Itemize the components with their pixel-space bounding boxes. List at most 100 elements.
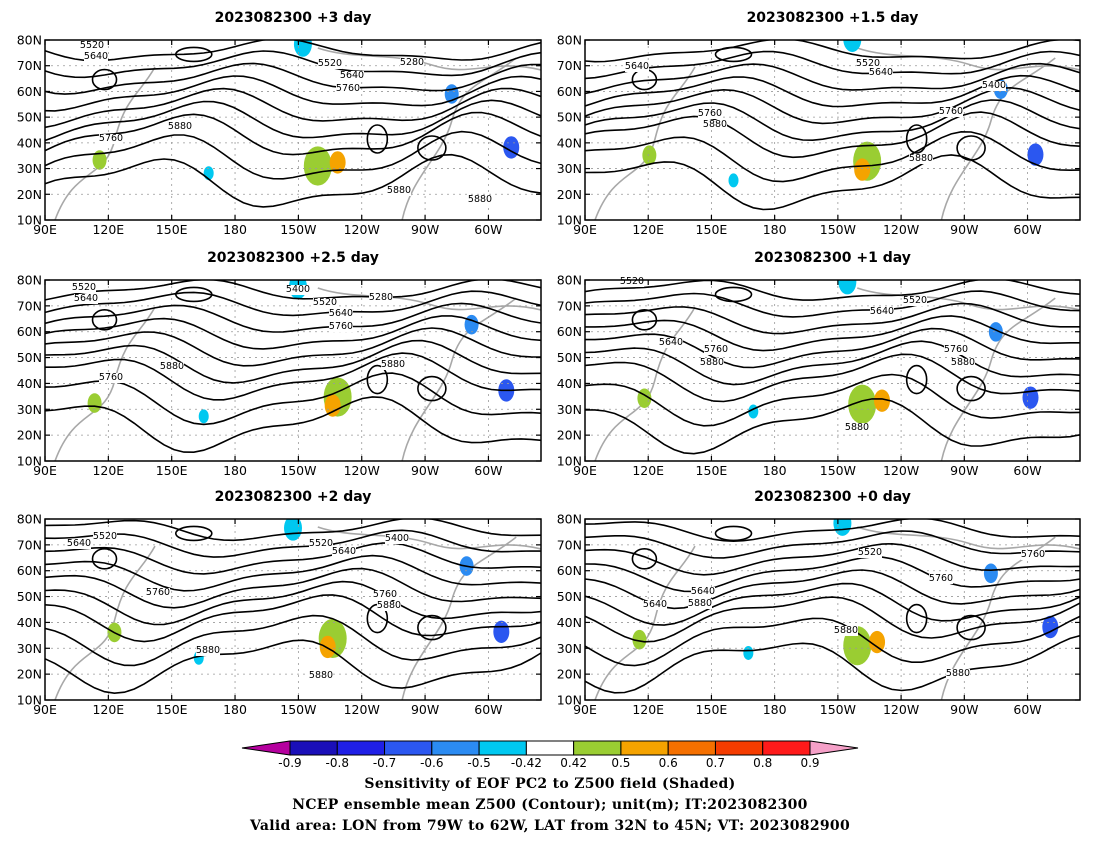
colorbar-box bbox=[762, 740, 811, 756]
sensitivity-shading bbox=[833, 519, 852, 536]
sensitivity-shading bbox=[632, 629, 647, 650]
contour-label-bg bbox=[196, 646, 220, 656]
contour-label: 5760 bbox=[99, 372, 123, 383]
contour-label: 5400 bbox=[982, 80, 1006, 91]
lat-label: 40N bbox=[17, 135, 42, 150]
sensitivity-shading bbox=[869, 630, 886, 654]
closed-contour bbox=[175, 525, 213, 542]
lon-label: 60W bbox=[474, 702, 502, 717]
contour-label-bg bbox=[982, 81, 1006, 91]
contour-label: 5640 bbox=[340, 70, 364, 81]
lon-label: 90E bbox=[33, 702, 57, 717]
closed-contour bbox=[631, 309, 658, 331]
height-contour bbox=[585, 634, 1080, 694]
closed-contour bbox=[366, 364, 389, 395]
closed-contour bbox=[956, 135, 986, 161]
height-contour bbox=[585, 373, 1080, 427]
contour-label: 5520 bbox=[93, 531, 117, 542]
map-frame bbox=[44, 39, 542, 221]
height-contour bbox=[45, 327, 541, 367]
lon-label: 60W bbox=[1013, 702, 1041, 717]
coastline bbox=[401, 297, 517, 461]
lat-label: 10N bbox=[17, 213, 42, 228]
sensitivity-shading bbox=[843, 40, 862, 52]
contour-label-bg bbox=[946, 669, 970, 679]
height-contour bbox=[45, 519, 541, 542]
contour-label: 5280 bbox=[369, 292, 393, 303]
colorbar-box bbox=[525, 740, 575, 756]
contour-label: 5760 bbox=[698, 108, 722, 119]
lon-label: 120W bbox=[883, 222, 919, 237]
contour-label: 5640 bbox=[84, 51, 108, 62]
coastline bbox=[54, 545, 156, 700]
colorbar: -0.9 -0.8 -0.7 -0.6 -0.5 -0.42 0.42 0.5 0.6 0.7 0.… bbox=[241, 740, 859, 770]
colorbar-tick-label: -0.42 bbox=[511, 756, 542, 770]
lat-label: 30N bbox=[17, 402, 42, 417]
lat-label: 20N bbox=[17, 428, 42, 443]
lon-label: 90W bbox=[411, 702, 439, 717]
contour-label: 5640 bbox=[67, 538, 91, 549]
height-contour bbox=[45, 352, 541, 401]
lat-label: 50N bbox=[17, 110, 42, 125]
sensitivity-shading bbox=[1027, 143, 1044, 166]
contour-label-bg bbox=[858, 548, 882, 558]
lat-label: 50N bbox=[557, 110, 582, 125]
lat-label: 40N bbox=[17, 376, 42, 391]
lon-label: 120E bbox=[92, 222, 124, 237]
contour-label-bg bbox=[625, 62, 649, 72]
contour-label: 5760 bbox=[373, 589, 397, 600]
contour-label-bg bbox=[834, 626, 858, 636]
lat-label: 30N bbox=[557, 161, 582, 176]
contour-label-bg bbox=[643, 600, 667, 610]
closed-contour bbox=[631, 548, 658, 570]
contour-label-bg bbox=[80, 41, 104, 51]
coastline bbox=[594, 306, 696, 461]
sensitivity-shading bbox=[87, 393, 102, 413]
lon-label: 150W bbox=[280, 702, 316, 717]
panel-title: 2023082300 +0 day bbox=[754, 489, 911, 505]
closed-contour bbox=[714, 525, 753, 542]
lat-label: 60N bbox=[17, 324, 42, 339]
colorbar-box bbox=[336, 740, 386, 756]
sensitivity-shading bbox=[319, 635, 336, 659]
lon-label: 150E bbox=[696, 463, 728, 478]
lon-label: 150E bbox=[156, 222, 188, 237]
colorbar-tick-label: -0.6 bbox=[420, 756, 443, 770]
lat-label: 80N bbox=[17, 33, 42, 48]
colorbar-box bbox=[289, 740, 338, 756]
closed-contour bbox=[956, 375, 986, 402]
height-contour bbox=[585, 327, 1080, 369]
contour-label-bg bbox=[67, 539, 91, 549]
lon-label: 60W bbox=[1013, 463, 1041, 478]
contour-label: 5760 bbox=[944, 344, 968, 355]
lon-label: 150E bbox=[696, 702, 728, 717]
contour-label: 5520 bbox=[72, 282, 96, 293]
closed-contour bbox=[714, 286, 753, 303]
colorbar-tick-label: -0.5 bbox=[467, 756, 490, 770]
colorbar-box bbox=[620, 740, 669, 756]
contour-label-bg bbox=[400, 58, 424, 68]
height-contour bbox=[585, 596, 1080, 643]
contour-label: 5640 bbox=[332, 546, 356, 557]
height-contour bbox=[45, 87, 541, 129]
sensitivity-shading bbox=[1022, 386, 1039, 409]
contour-label-bg bbox=[929, 574, 953, 584]
height-contour bbox=[45, 50, 541, 79]
height-contour bbox=[45, 75, 541, 112]
lon-label: 150E bbox=[156, 702, 188, 717]
contour-label: 5760 bbox=[929, 573, 953, 584]
closed-contour bbox=[91, 548, 118, 570]
sensitivity-shading bbox=[493, 620, 510, 644]
contour-label-bg bbox=[620, 277, 644, 287]
lon-label: 90W bbox=[411, 222, 439, 237]
height-contour bbox=[45, 567, 541, 609]
lon-label: 150W bbox=[280, 463, 316, 478]
closed-contour bbox=[956, 614, 986, 641]
sensitivity-shading bbox=[743, 645, 754, 660]
contour-label-bg bbox=[313, 298, 337, 308]
lat-label: 80N bbox=[17, 512, 42, 527]
lon-label: 90W bbox=[950, 463, 978, 478]
height-contour bbox=[585, 62, 1080, 95]
